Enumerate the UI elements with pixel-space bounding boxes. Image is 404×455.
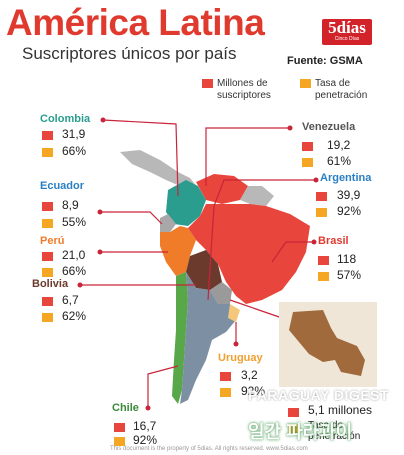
uruguay-shape [228, 304, 240, 322]
leader-dot-brasil [311, 239, 317, 245]
country-swatch-penetration-brasil [318, 272, 329, 281]
paraguay-shape [210, 282, 232, 304]
country-name-brasil: Brasil [318, 235, 349, 247]
paraguay-subscribers: 5,1 millones [308, 403, 373, 417]
country-swatch-subscribers-chile [114, 423, 125, 432]
legend-swatch-subscribers [202, 79, 213, 88]
colombia-shape [166, 180, 206, 226]
country-swatch-subscribers-peru [42, 252, 53, 261]
country-swatch-penetration-venezuela [302, 158, 313, 167]
leader-line-venezuela [205, 127, 290, 186]
brand-logo: 5días [322, 19, 372, 45]
country-subscribers-uruguay: 3,2 [241, 368, 258, 382]
country-penetration-peru: 66% [62, 264, 87, 278]
country-swatch-subscribers-brasil [318, 256, 329, 265]
leader-dot-peru [97, 249, 103, 255]
country-swatch-penetration-peru [42, 268, 53, 277]
leader-dot-ecuador [97, 209, 103, 215]
watermark-text: PARAGUAY DIGEST [248, 387, 390, 403]
legend-label-subscribers-line2: suscriptores [217, 90, 271, 101]
country-name-argentina: Argentina [320, 172, 372, 184]
country-subscribers-ecuador: 8,9 [62, 198, 79, 212]
country-swatch-subscribers-uruguay [220, 372, 231, 381]
venezuela-shape [196, 174, 248, 204]
chile-shape [172, 272, 188, 404]
country-subscribers-brasil: 118 [337, 252, 357, 266]
peru-shape [160, 226, 196, 276]
paraguay-inset-shape [289, 310, 365, 376]
country-swatch-penetration-uruguay [220, 388, 231, 397]
legend-label-subscribers-line1: Millones de [217, 78, 268, 89]
country-name-uruguay: Uruguay [218, 352, 263, 364]
watermark-korean-text: 일간 파라과이 [248, 422, 353, 442]
central-america-shape [120, 150, 198, 192]
country-swatch-penetration-colombia [42, 148, 53, 157]
country-penetration-venezuela: 61% [327, 154, 352, 168]
legend-label-penetration-line2: penetración [315, 90, 368, 101]
country-subscribers-venezuela: 19,2 [327, 138, 351, 152]
country-subscribers-colombia: 31,9 [62, 127, 86, 141]
country-swatch-penetration-ecuador [42, 219, 53, 228]
country-penetration-argentina: 92% [337, 204, 362, 218]
legend-label-subscribers: Millones de suscriptores [217, 78, 271, 102]
leader-line-ecuador [100, 211, 163, 225]
country-penetration-brasil: 57% [337, 268, 362, 282]
leader-dot-chile [145, 405, 151, 411]
country-penetration-ecuador: 55% [62, 215, 87, 229]
ecuador-shape [160, 214, 176, 232]
country-penetration-uruguay: 92% [241, 384, 266, 398]
country-swatch-subscribers-ecuador [42, 202, 53, 211]
guyanas-shape [240, 186, 274, 206]
country-name-chile: Chile [112, 402, 139, 414]
country-penetration-chile: 92% [133, 433, 158, 447]
legend: Millones de suscriptores Tasa de penetra… [200, 78, 404, 108]
leader-dot-bolivia [77, 282, 83, 288]
chart-title: América Latina [6, 2, 265, 43]
country-swatch-penetration-argentina [316, 208, 327, 217]
country-swatch-penetration-bolivia [42, 313, 53, 322]
paraguay-penetration-label: Tasa de penetración [308, 420, 361, 442]
leader-line-paraguay [229, 299, 283, 319]
brazil-shape [188, 204, 310, 304]
footnote: This document is the property of 5dias. … [110, 446, 308, 452]
argentina-shape [180, 272, 236, 404]
leader-dot-uruguay [233, 341, 239, 347]
country-subscribers-bolivia: 6,7 [62, 293, 79, 307]
legend-label-penetration: Tasa de penetración [315, 78, 367, 102]
bolivia-shape [186, 250, 222, 290]
country-subscribers-peru: 21,0 [62, 248, 86, 262]
leader-line-brasil [271, 241, 314, 263]
country-penetration-colombia: 66% [62, 144, 87, 158]
leader-line-argentina [207, 179, 316, 301]
country-name-ecuador: Ecuador [40, 180, 85, 192]
country-name-peru: Perú [40, 235, 65, 247]
leader-dot-venezuela [287, 125, 293, 131]
paraguay-swatch-subscribers [288, 408, 299, 417]
country-name-bolivia: Bolivia [32, 278, 69, 290]
country-name-venezuela: Venezuela [302, 121, 356, 133]
brand-logo-subtitle: Cinco Días [334, 36, 360, 42]
legend-label-penetration-line1: Tasa de [315, 78, 351, 89]
legend-swatch-penetration [300, 79, 311, 88]
country-swatch-penetration-chile [114, 437, 125, 446]
paraguay-inset [279, 302, 377, 387]
country-swatch-subscribers-colombia [42, 131, 53, 140]
country-swatch-subscribers-bolivia [42, 297, 53, 306]
paraguay-swatch-penetration [288, 424, 299, 433]
country-name-colombia: Colombia [40, 113, 91, 125]
country-subscribers-argentina: 39,9 [337, 188, 361, 202]
paraguay-inset-map [289, 310, 365, 376]
leader-dot-colombia [100, 117, 106, 123]
country-swatch-subscribers-venezuela [302, 142, 313, 151]
country-swatch-subscribers-argentina [316, 192, 327, 201]
leader-dot-argentina [313, 177, 319, 183]
country-subscribers-chile: 16,7 [133, 419, 157, 433]
leader-line-chile [147, 365, 179, 408]
country-penetration-bolivia: 62% [62, 309, 87, 323]
leader-line-colombia [102, 119, 179, 197]
chart-subtitle: Suscriptores únicos por país [22, 44, 237, 63]
source-note: Fuente: GSMA [287, 55, 363, 67]
